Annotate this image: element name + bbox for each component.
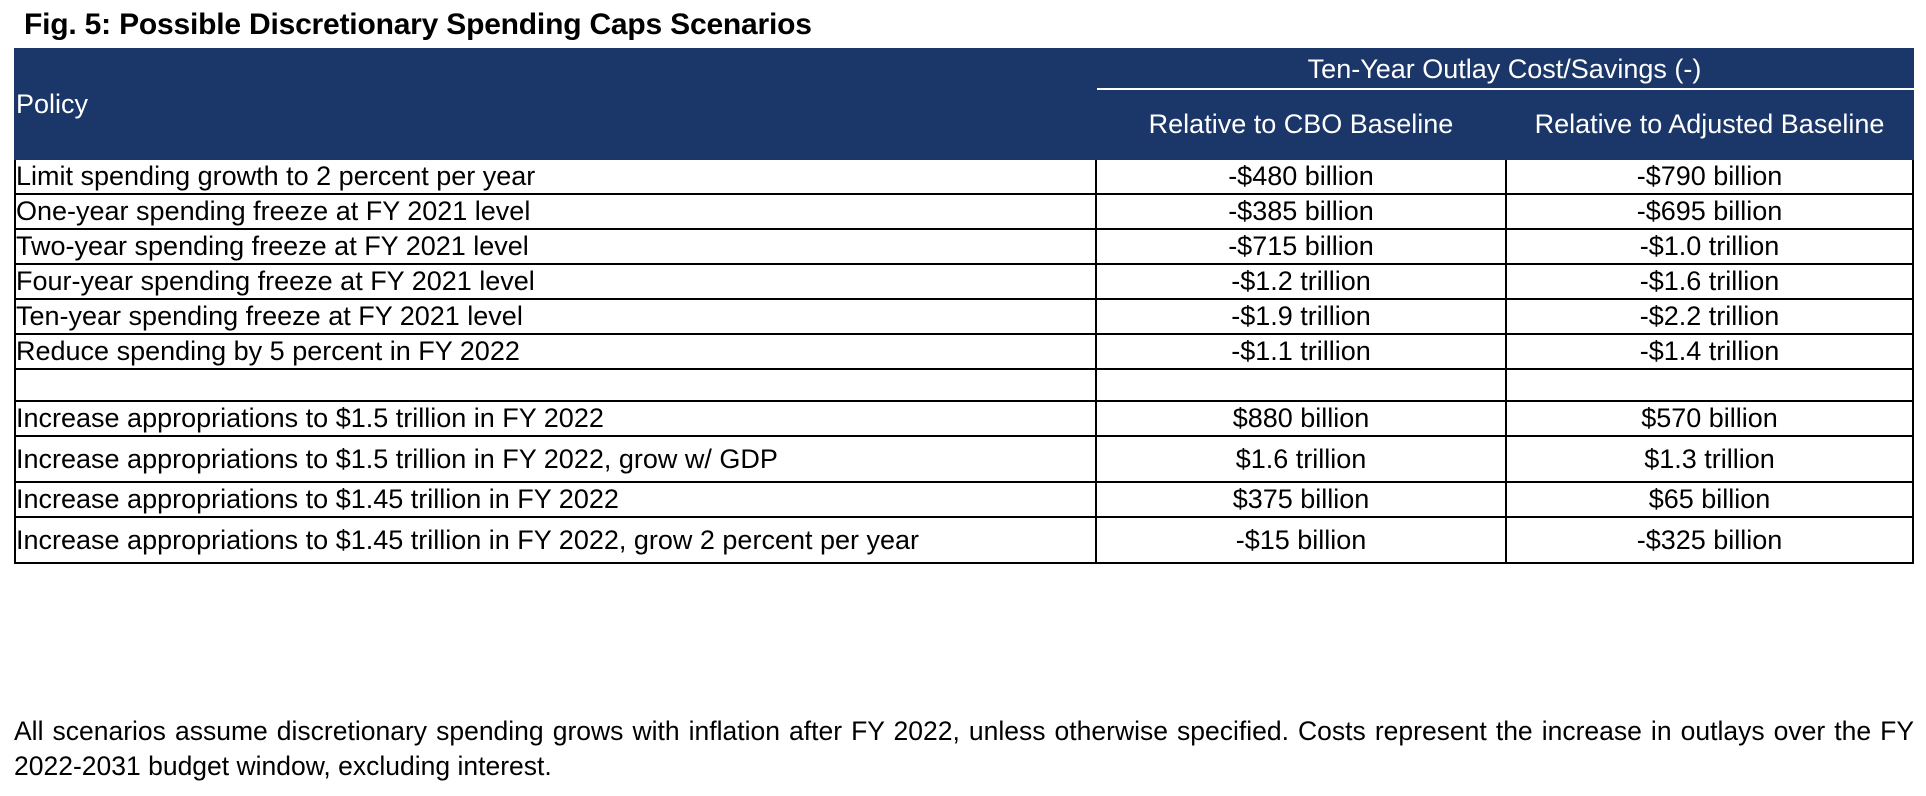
spending-caps-table: Policy Ten-Year Outlay Cost/Savings (-) …	[14, 48, 1915, 564]
cbo-baseline-value: -$1.9 trillion	[1095, 298, 1507, 335]
table-row: Reduce spending by 5 percent in FY 2022-…	[14, 333, 1915, 370]
policy-cell: One-year spending freeze at FY 2021 leve…	[14, 193, 1097, 230]
policy-cell: Reduce spending by 5 percent in FY 2022	[14, 333, 1097, 370]
column-header-relative-to-adjusted-baseline: Relative to Adjusted Baseline	[1504, 88, 1915, 160]
cbo-baseline-value: -$480 billion	[1095, 158, 1507, 195]
adjusted-baseline-value: -$1.0 trillion	[1504, 228, 1915, 265]
policy-cell: Limit spending growth to 2 percent per y…	[14, 158, 1097, 195]
cbo-baseline-value: $1.6 trillion	[1095, 435, 1507, 483]
table-row: Increase appropriations to $1.45 trillio…	[14, 516, 1915, 564]
table-header-row-sub: Relative to CBO Baseline Relative to Adj…	[15, 88, 1915, 160]
table-row: Ten-year spending freeze at FY 2021 leve…	[14, 298, 1915, 335]
cbo-baseline-value: -$715 billion	[1095, 228, 1507, 265]
adjusted-baseline-value: -$1.6 trillion	[1504, 263, 1915, 300]
spacer-cell	[1095, 368, 1507, 402]
cbo-baseline-value: -$1.2 trillion	[1095, 263, 1507, 300]
table-row: Two-year spending freeze at FY 2021 leve…	[14, 228, 1915, 265]
figure-title: Fig. 5: Possible Discretionary Spending …	[24, 8, 812, 41]
adjusted-baseline-value: $570 billion	[1504, 400, 1915, 437]
spacer-cell	[14, 368, 1097, 402]
policy-cell: Ten-year spending freeze at FY 2021 leve…	[14, 298, 1097, 335]
policy-cell: Increase appropriations to $1.45 trillio…	[14, 516, 1097, 564]
adjusted-baseline-value: -$2.2 trillion	[1504, 298, 1915, 335]
table-spacer-row	[14, 368, 1915, 402]
adjusted-baseline-value: $1.3 trillion	[1504, 435, 1915, 483]
column-header-relative-to-cbo-baseline: Relative to CBO Baseline	[1095, 88, 1507, 160]
policy-cell: Four-year spending freeze at FY 2021 lev…	[14, 263, 1097, 300]
cbo-baseline-value: -$1.1 trillion	[1095, 333, 1507, 370]
spacer-cell	[1504, 368, 1915, 402]
table-head: Policy Ten-Year Outlay Cost/Savings (-) …	[14, 48, 1915, 160]
policy-cell: Increase appropriations to $1.45 trillio…	[14, 481, 1097, 518]
adjusted-baseline-value: -$695 billion	[1504, 193, 1915, 230]
adjusted-baseline-value: -$790 billion	[1504, 158, 1915, 195]
table-row: Increase appropriations to $1.5 trillion…	[14, 435, 1915, 483]
policy-cell: Two-year spending freeze at FY 2021 leve…	[14, 228, 1097, 265]
policy-cell: Increase appropriations to $1.5 trillion…	[14, 435, 1097, 483]
adjusted-baseline-value: $65 billion	[1504, 481, 1915, 518]
table-row: One-year spending freeze at FY 2021 leve…	[14, 193, 1915, 230]
column-group-header-ten-year-outlay: Ten-Year Outlay Cost/Savings (-)	[1094, 48, 1915, 90]
cbo-baseline-value: -$15 billion	[1095, 516, 1507, 564]
cbo-baseline-value: $375 billion	[1095, 481, 1507, 518]
table-row: Limit spending growth to 2 percent per y…	[14, 158, 1915, 195]
cbo-baseline-value: -$385 billion	[1095, 193, 1507, 230]
adjusted-baseline-value: -$325 billion	[1504, 516, 1915, 564]
table-row: Four-year spending freeze at FY 2021 lev…	[14, 263, 1915, 300]
table-wrapper: Policy Ten-Year Outlay Cost/Savings (-) …	[14, 48, 1915, 564]
adjusted-baseline-value: -$1.4 trillion	[1504, 333, 1915, 370]
policy-cell: Increase appropriations to $1.5 trillion…	[14, 400, 1097, 437]
column-header-policy: Policy	[14, 48, 1097, 160]
table-row: Increase appropriations to $1.5 trillion…	[14, 400, 1915, 437]
table-body: Limit spending growth to 2 percent per y…	[14, 158, 1915, 564]
table-row: Increase appropriations to $1.45 trillio…	[14, 481, 1915, 518]
figure-footnote: All scenarios assume discretionary spend…	[14, 716, 1914, 781]
cbo-baseline-value: $880 billion	[1095, 400, 1507, 437]
table-header-row-group: Policy Ten-Year Outlay Cost/Savings (-)	[14, 48, 1915, 160]
